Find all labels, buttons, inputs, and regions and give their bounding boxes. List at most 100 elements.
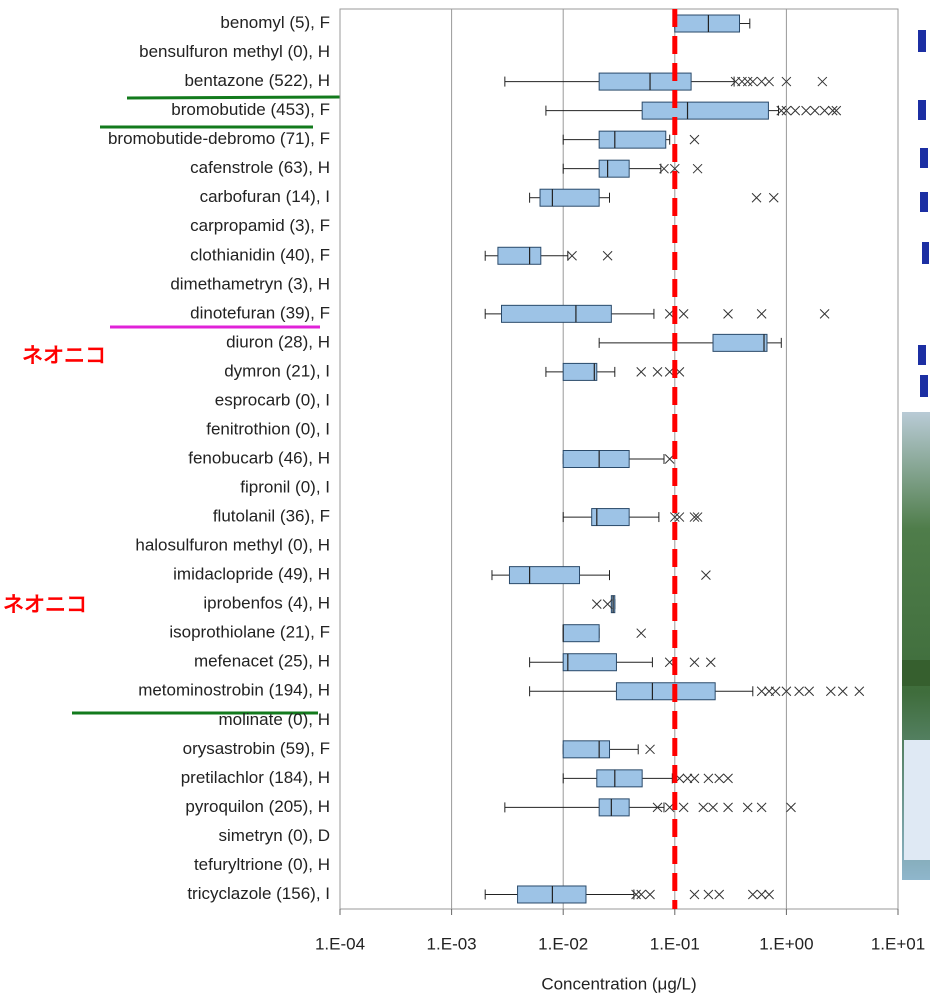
outlier: [810, 106, 819, 115]
outlier: [603, 251, 612, 260]
y-tick-label: pyroquilon (205), H: [185, 797, 330, 816]
box: [563, 654, 616, 671]
y-tick-label: carbofuran (14), I: [200, 187, 330, 206]
box: [509, 567, 579, 584]
outlier: [709, 803, 718, 812]
box: [599, 73, 691, 90]
outlier: [690, 658, 699, 667]
outlier: [820, 106, 829, 115]
outlier: [820, 309, 829, 318]
x-tick-label: 1.E-02: [538, 934, 588, 953]
outlier: [715, 774, 724, 783]
x-axis-label: Concentration (μg/L): [541, 974, 696, 993]
outlier: [802, 106, 811, 115]
outlier: [838, 687, 847, 696]
outlier: [805, 687, 814, 696]
outlier: [855, 687, 864, 696]
y-tick-label: iprobenfos (4), H: [203, 594, 330, 613]
y-tick-label: tefuryltrione (0), H: [194, 855, 330, 874]
chart: ネオニコ ネオニコ Concentration (μg/L) 1.E-04 1.E…: [0, 0, 930, 1002]
outlier: [704, 890, 713, 899]
outlier: [795, 687, 804, 696]
outlier: [724, 309, 733, 318]
annotation: ネオニコ: [22, 345, 106, 368]
outlier: [637, 890, 646, 899]
outlier: [706, 658, 715, 667]
annotation: ネオニコ: [3, 594, 87, 617]
box: [642, 102, 768, 119]
box: [599, 799, 629, 816]
outlier: [748, 77, 757, 86]
y-tick-label: dinotefuran (39), F: [190, 303, 330, 322]
box: [616, 683, 715, 700]
box: [563, 451, 629, 468]
y-tick-label: fenobucarb (46), H: [188, 448, 330, 467]
y-tick-label: bromobutide-debromo (71), F: [108, 129, 330, 148]
y-tick-label: flutolanil (36), F: [213, 507, 330, 526]
y-tick-label: simetryn (0), D: [219, 826, 330, 845]
y-tick-label: cafenstrole (63), H: [190, 158, 330, 177]
outlier: [748, 890, 757, 899]
highlight: [127, 97, 340, 98]
outlier: [679, 309, 688, 318]
box: [502, 305, 612, 322]
outlier: [653, 367, 662, 376]
outlier: [690, 774, 699, 783]
outlier: [818, 77, 827, 86]
x-tick-label: 1.E+00: [759, 934, 813, 953]
outlier: [646, 890, 655, 899]
outlier: [757, 890, 766, 899]
outlier: [724, 803, 733, 812]
box: [599, 160, 629, 177]
outlier: [743, 77, 752, 86]
x-tick-label: 1.E-04: [315, 934, 365, 953]
y-tick-label: esprocarb (0), I: [215, 390, 330, 409]
y-tick-label: bromobutide (453), F: [171, 100, 330, 119]
y-tick-label: pretilachlor (184), H: [181, 768, 330, 787]
photo-inset: [904, 740, 930, 860]
box: [498, 247, 541, 264]
y-tick-label: isoprothiolane (21), F: [169, 623, 330, 642]
outlier: [791, 106, 800, 115]
y-tick-label: bentazone (522), H: [184, 71, 330, 90]
outlier: [693, 164, 702, 173]
outlier: [787, 803, 796, 812]
box: [563, 363, 597, 380]
x-tick-label: 1.E-03: [427, 934, 477, 953]
outlier: [765, 890, 774, 899]
y-tick-label: fipronil (0), I: [240, 478, 330, 497]
outlier: [679, 803, 688, 812]
outlier: [757, 309, 766, 318]
box: [597, 770, 642, 787]
outlier: [646, 745, 655, 754]
outlier: [769, 193, 778, 202]
outlier: [699, 803, 708, 812]
x-tick-label: 1.E+01: [871, 934, 925, 953]
y-tick-label: fenitrothion (0), I: [206, 419, 330, 438]
outlier: [765, 77, 774, 86]
outlier: [568, 251, 577, 260]
box: [713, 334, 767, 351]
photo-caption: [902, 660, 930, 686]
cropped-text: [918, 30, 929, 397]
outlier: [637, 367, 646, 376]
outlier: [675, 513, 684, 522]
outlier: [752, 193, 761, 202]
outlier: [637, 629, 646, 638]
box: [675, 15, 740, 32]
y-tick-label: imidaclopride (49), H: [173, 565, 330, 584]
outlier: [603, 600, 612, 609]
y-tick-label: clothianidin (40), F: [190, 245, 330, 264]
y-tick-label: molinate (0), H: [219, 710, 330, 729]
y-tick-label: mefenacet (25), H: [194, 652, 330, 671]
outlier: [757, 77, 766, 86]
y-tick-label: bensulfuron methyl (0), H: [139, 42, 330, 61]
outlier: [771, 687, 780, 696]
outlier: [715, 890, 724, 899]
outlier: [757, 803, 766, 812]
outlier: [592, 600, 601, 609]
box: [599, 131, 666, 148]
outlier: [704, 774, 713, 783]
outlier: [690, 135, 699, 144]
y-tick-label: diuron (28), H: [226, 332, 330, 351]
